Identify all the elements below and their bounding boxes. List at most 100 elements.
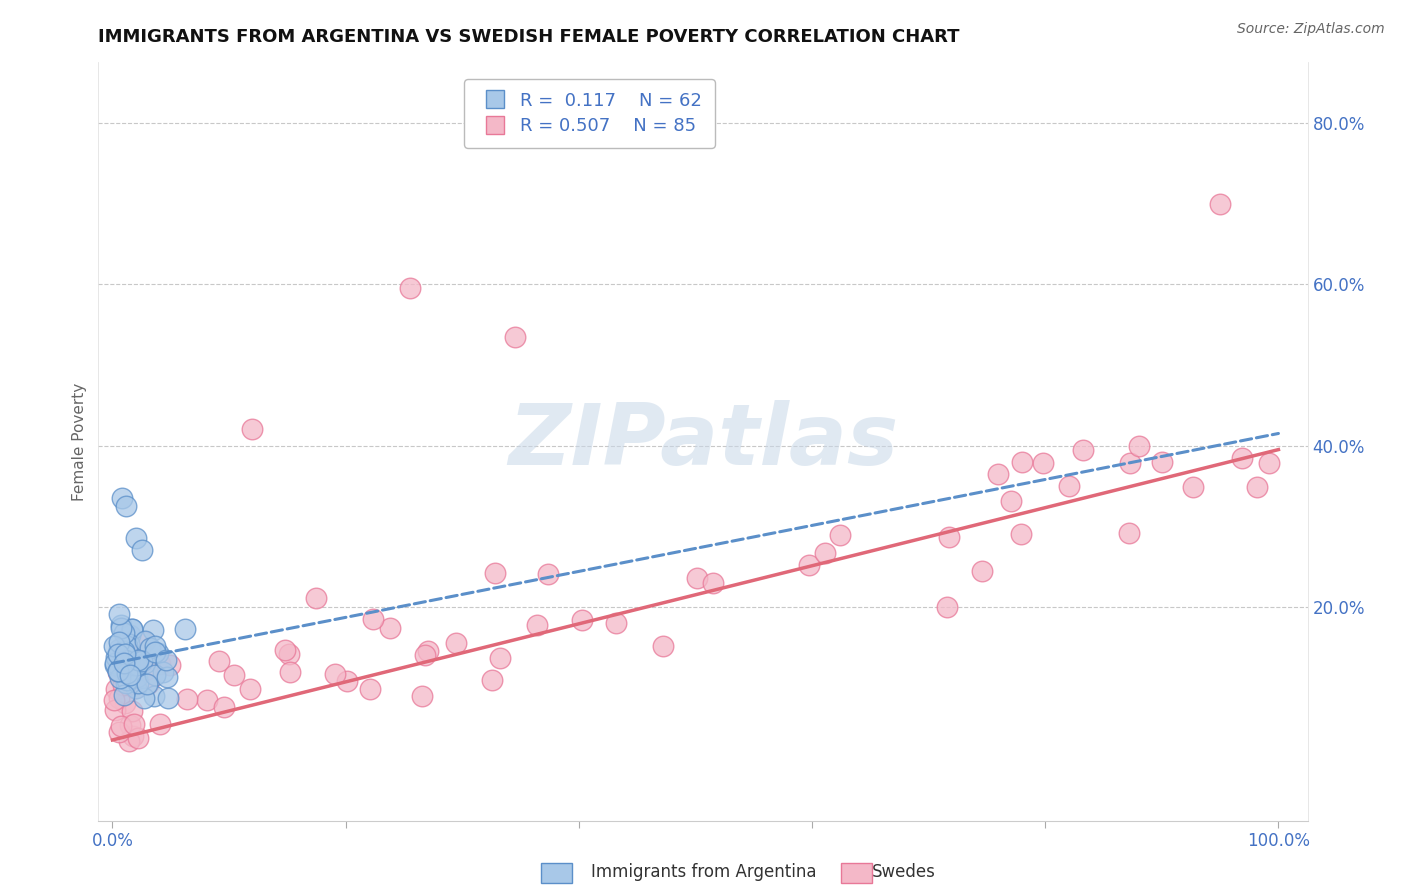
Point xyxy=(124,681,146,695)
Point xyxy=(127,731,149,745)
Point xyxy=(107,665,129,679)
Point xyxy=(111,666,134,681)
Point xyxy=(1073,443,1095,458)
Point xyxy=(526,617,548,632)
Point xyxy=(112,626,135,640)
Point xyxy=(1119,456,1142,470)
Point xyxy=(110,618,132,632)
Point xyxy=(117,660,139,674)
Point xyxy=(305,591,328,606)
Point xyxy=(112,644,135,658)
Point xyxy=(143,667,166,681)
Point xyxy=(112,678,135,692)
Point xyxy=(138,677,160,691)
Point xyxy=(1150,455,1173,469)
Point xyxy=(107,665,129,679)
Point xyxy=(127,654,149,668)
Point xyxy=(114,696,136,710)
Point xyxy=(702,576,724,591)
Point xyxy=(240,422,263,436)
Point xyxy=(1182,480,1205,494)
Point xyxy=(143,639,166,653)
Point xyxy=(118,668,141,682)
Point xyxy=(107,690,129,705)
Point xyxy=(105,650,128,665)
Point xyxy=(224,668,246,682)
Point xyxy=(1209,196,1232,211)
Point xyxy=(108,671,131,685)
Point xyxy=(1118,525,1140,540)
Point xyxy=(148,646,170,660)
Point xyxy=(111,491,134,505)
Point xyxy=(489,650,512,665)
Point xyxy=(127,676,149,690)
Point xyxy=(114,647,136,661)
Point xyxy=(336,673,359,688)
Point xyxy=(114,652,136,666)
Point xyxy=(115,676,138,690)
Point xyxy=(108,642,131,657)
Point xyxy=(115,673,138,688)
Point xyxy=(935,600,957,615)
Point xyxy=(274,643,297,657)
Point xyxy=(107,665,129,679)
Point xyxy=(1128,439,1150,453)
Y-axis label: Female Poverty: Female Poverty xyxy=(72,383,87,500)
Point xyxy=(208,654,231,668)
Point xyxy=(156,691,179,706)
Legend: R =  0.117    N = 62, R = 0.507    N = 85: R = 0.117 N = 62, R = 0.507 N = 85 xyxy=(464,79,714,147)
Point xyxy=(413,648,436,662)
Point xyxy=(139,641,162,656)
Point xyxy=(112,657,135,671)
Point xyxy=(686,572,709,586)
Point xyxy=(828,528,851,542)
Point xyxy=(537,566,560,581)
Point xyxy=(134,657,156,671)
Point xyxy=(503,329,526,343)
Point xyxy=(135,662,157,676)
Point xyxy=(112,655,135,669)
Point xyxy=(122,658,145,673)
Point xyxy=(120,677,142,691)
Point xyxy=(111,668,134,682)
Point xyxy=(277,647,299,661)
Point xyxy=(112,688,135,702)
Point xyxy=(129,658,152,673)
Point xyxy=(108,607,131,621)
Point xyxy=(128,655,150,669)
Point xyxy=(938,530,960,544)
Point xyxy=(195,693,218,707)
Point xyxy=(159,657,181,672)
Text: ZIPatlas: ZIPatlas xyxy=(508,400,898,483)
Point xyxy=(1011,455,1033,469)
Point xyxy=(108,635,131,649)
Point xyxy=(152,665,174,679)
Point xyxy=(970,564,993,578)
Point xyxy=(120,658,142,673)
Point xyxy=(359,681,381,696)
Text: Source: ZipAtlas.com: Source: ZipAtlas.com xyxy=(1237,22,1385,37)
Point xyxy=(112,660,135,674)
Point xyxy=(125,669,148,683)
Point xyxy=(103,693,125,707)
Point xyxy=(149,657,172,671)
Point xyxy=(117,734,139,748)
Point xyxy=(361,612,384,626)
Point xyxy=(1246,480,1268,494)
Point xyxy=(110,622,132,636)
Point xyxy=(122,717,145,731)
Text: IMMIGRANTS FROM ARGENTINA VS SWEDISH FEMALE POVERTY CORRELATION CHART: IMMIGRANTS FROM ARGENTINA VS SWEDISH FEM… xyxy=(98,28,960,45)
Point xyxy=(136,677,159,691)
Point xyxy=(124,675,146,690)
Point xyxy=(134,690,156,705)
Point xyxy=(1000,494,1022,508)
Point xyxy=(121,622,143,636)
Point xyxy=(125,670,148,684)
Point xyxy=(156,670,179,684)
Point xyxy=(121,704,143,718)
Point xyxy=(115,665,138,680)
Point xyxy=(484,566,506,580)
Point xyxy=(1057,479,1080,493)
Point xyxy=(323,667,346,681)
Point xyxy=(398,281,420,295)
